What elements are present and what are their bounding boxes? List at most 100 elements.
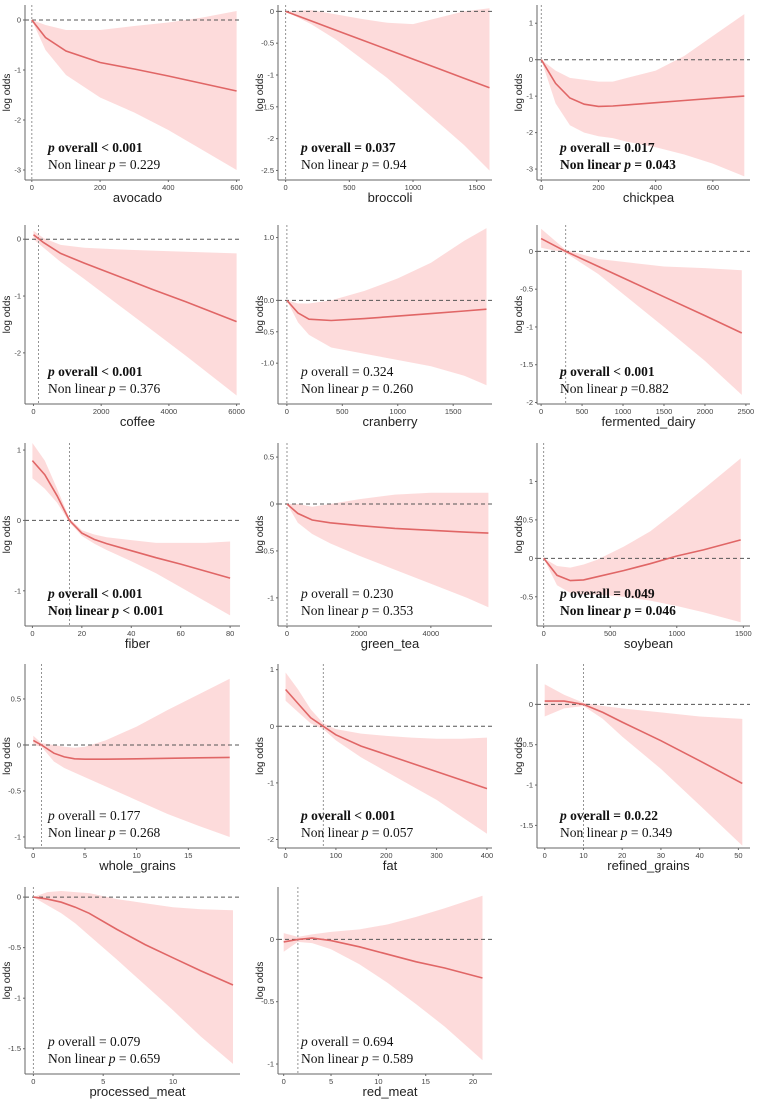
y-axis-title: log odds xyxy=(255,296,266,334)
x-tick-label: 300 xyxy=(430,851,443,860)
x-tick-label: 10 xyxy=(374,1077,382,1086)
confidence-band-cranberry xyxy=(286,228,487,386)
x-tick-label: 10 xyxy=(169,1077,177,1086)
y-tick-label: -0.5 xyxy=(261,327,274,336)
y-tick-label: -3 xyxy=(14,166,21,175)
x-tick-label: 0 xyxy=(285,407,289,416)
x-axis-title-green_tea: green_tea xyxy=(361,636,420,651)
x-tick-label: 5 xyxy=(329,1077,333,1086)
x-tick-label: 20 xyxy=(78,629,86,638)
annotation-nonlinear: Non linear p < 0.001 xyxy=(48,603,164,618)
x-tick-label: 400 xyxy=(162,183,175,192)
x-tick-label: 1000 xyxy=(615,407,632,416)
x-tick-label: 0 xyxy=(30,629,34,638)
confidence-band-fiber xyxy=(32,443,231,616)
confidence-band-green_tea xyxy=(287,492,489,608)
y-tick-label: 0 xyxy=(270,935,274,944)
annotation-overall: p overall < 0.001 xyxy=(47,364,143,379)
estimate-line-red_meat xyxy=(283,937,483,979)
x-tick-label: 2000 xyxy=(351,629,368,638)
y-tick-label: 1 xyxy=(17,446,21,455)
estimate-line-fat xyxy=(285,688,488,790)
y-tick-label: -1 xyxy=(267,1060,274,1069)
annotation-nonlinear: Non linear p = 0.94 xyxy=(301,157,407,172)
x-tick-label: 5 xyxy=(83,851,87,860)
annotation-nonlinear: Non linear p = 0.659 xyxy=(48,1051,160,1066)
y-axis-title: log odds xyxy=(2,962,13,1000)
confidence-band-broccoli xyxy=(285,8,490,171)
x-axis-title-cranberry: cranberry xyxy=(363,414,418,429)
y-tick-label: -1.5 xyxy=(8,1044,21,1053)
x-tick-label: 0 xyxy=(31,1077,35,1086)
x-tick-label: 20 xyxy=(618,851,626,860)
y-tick-label: -2 xyxy=(14,116,21,125)
annotation-overall: p overall = 0.037 xyxy=(300,140,396,155)
y-tick-label: -1 xyxy=(14,994,21,1003)
estimate-line-avocado xyxy=(31,19,237,92)
y-tick-label: -0.5 xyxy=(520,740,533,749)
x-tick-label: 15 xyxy=(422,1077,430,1086)
y-tick-label: -2.5 xyxy=(261,166,274,175)
panel-refined_grains: 0 -0.5 -1 -1.5 0 10 20 30 40 50 log odds refined_gr… xyxy=(514,664,750,873)
x-tick-label: 500 xyxy=(604,629,617,638)
y-tick-label: -2 xyxy=(14,348,21,357)
x-tick-label: 0 xyxy=(30,183,34,192)
annotation-nonlinear: Non linear p =0.882 xyxy=(560,381,669,396)
x-tick-label: 10 xyxy=(579,851,587,860)
x-tick-label: 60 xyxy=(177,629,185,638)
y-axis-title: log odds xyxy=(2,296,13,334)
x-tick-label: 80 xyxy=(226,629,234,638)
confidence-band-soybean xyxy=(543,458,741,623)
y-tick-label: -0.5 xyxy=(261,546,274,555)
confidence-band-fat xyxy=(285,672,487,834)
x-tick-label: 0 xyxy=(283,851,287,860)
y-tick-label: -2 xyxy=(267,134,274,143)
estimate-line-whole_grains xyxy=(32,739,230,760)
estimate-line-cranberry xyxy=(286,299,487,322)
annotation-overall: p overall = 0.079 xyxy=(47,1034,141,1049)
y-axis-title: log odds xyxy=(514,296,525,334)
annotation-nonlinear: Non linear p = 0.376 xyxy=(48,381,160,396)
y-tick-label: 1 xyxy=(270,665,274,674)
y-axis-title: log odds xyxy=(255,962,266,1000)
x-tick-label: 50 xyxy=(734,851,742,860)
x-tick-label: 15 xyxy=(184,851,192,860)
annotation-overall: p overall < 0.001 xyxy=(559,364,655,379)
estimate-line-fiber xyxy=(31,460,231,579)
x-axis-title-fat: fat xyxy=(383,858,398,873)
x-tick-label: 0 xyxy=(539,407,543,416)
x-tick-label: 20 xyxy=(469,1077,477,1086)
x-tick-label: 1500 xyxy=(656,407,673,416)
x-tick-label: 40 xyxy=(695,851,703,860)
y-tick-label: -1 xyxy=(526,92,533,101)
x-tick-label: 200 xyxy=(94,183,107,192)
panel-processed_meat: 0 -0.5 -1 -1.5 0 5 10 log odds processed_meat p o… xyxy=(2,887,240,1099)
panel-broccoli: 0 -0.5 -1 -1.5 -2 -2.5 0 500 1000 1500 log odds bro… xyxy=(255,5,492,205)
estimate-line-chickpea xyxy=(540,59,745,108)
confidence-band-chickpea xyxy=(541,14,745,177)
x-tick-label: 200 xyxy=(592,183,605,192)
panel-cranberry: 1.0 0.0 -0.5 -1.0 0 500 1000 1500 log odds cranbe… xyxy=(255,225,492,429)
y-tick-label: 0.5 xyxy=(264,453,274,462)
x-tick-label: 400 xyxy=(649,183,662,192)
x-axis-title-fermented_dairy: fermented_dairy xyxy=(602,414,696,429)
annotation-overall: p overall < 0.001 xyxy=(300,808,396,823)
estimate-line-fermented_dairy xyxy=(540,237,743,334)
y-tick-label: -0.5 xyxy=(261,997,274,1006)
panel-green_tea: 0.5 0 -0.5 -1 0 2000 4000 log odds green_tea p ov… xyxy=(255,443,492,651)
y-tick-label: 0 xyxy=(529,247,533,256)
confidence-band-whole_grains xyxy=(33,678,230,837)
y-tick-label: -1 xyxy=(14,292,21,301)
y-tick-label: -3 xyxy=(526,165,533,174)
y-axis-title: log odds xyxy=(2,737,13,775)
confidence-band-refined_grains xyxy=(544,684,743,846)
panel-fiber: 1 0 -1 0 20 40 60 80 log odds fiber p overall < 0.… xyxy=(2,443,240,651)
y-tick-label: -1 xyxy=(14,586,21,595)
y-tick-label: -1 xyxy=(267,71,274,80)
y-tick-label: 1.0 xyxy=(264,233,274,242)
x-tick-label: 1500 xyxy=(735,629,752,638)
x-tick-label: 100 xyxy=(330,851,343,860)
x-tick-label: 600 xyxy=(230,183,243,192)
y-tick-label: -1.0 xyxy=(261,359,274,368)
x-tick-label: 500 xyxy=(343,183,356,192)
